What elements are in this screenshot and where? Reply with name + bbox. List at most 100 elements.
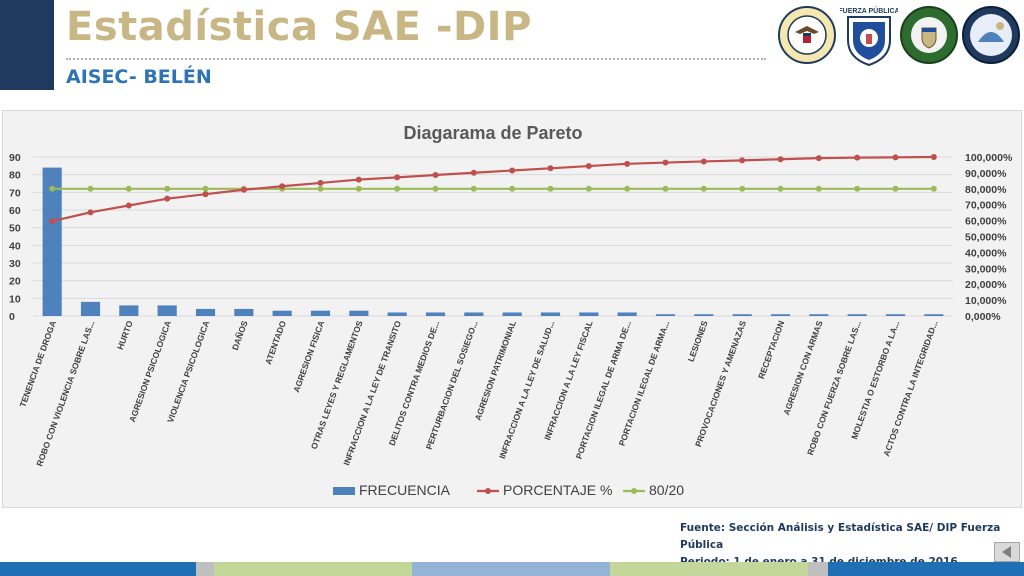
y-left-tick-label: 0 [9, 311, 15, 323]
point-80-20 [777, 185, 784, 192]
point-80-20 [700, 185, 707, 192]
y-right-tick-label: 30,000% [965, 263, 1007, 275]
previous-slide-button[interactable] [994, 542, 1020, 562]
y-right-tick-label: 80,000% [965, 184, 1007, 196]
page-subtitle: AISEC- BELÉN [66, 66, 212, 88]
point-80-20 [509, 185, 516, 192]
legend-label-frecuencia: FRECUENCIA [359, 482, 451, 498]
point-porcentaje [509, 167, 516, 174]
bar-frecuencia [617, 312, 637, 316]
y-right-tick-label: 70,000% [965, 200, 1007, 212]
logo-strip: FUERZA PÚBLICA [778, 4, 1022, 66]
point-porcentaje [700, 158, 707, 165]
bar-frecuencia [847, 314, 867, 316]
point-porcentaje [854, 154, 861, 161]
y-right-tick-label: 50,000% [965, 232, 1007, 244]
bar-frecuencia [234, 308, 254, 316]
bar-frecuencia [464, 312, 484, 316]
point-80-20 [87, 185, 94, 192]
y-left-tick-label: 90 [9, 152, 21, 164]
point-porcentaje [815, 155, 822, 162]
us-embassy-seal-logo [778, 6, 836, 64]
bar-frecuencia [157, 305, 177, 316]
bar-frecuencia [80, 301, 101, 316]
bar-frecuencia [425, 312, 446, 316]
x-category-label: AGRESION PSICOLOGICA [127, 319, 173, 423]
point-porcentaje [624, 160, 631, 167]
x-category-label: TENENCIA DE DROGA [17, 319, 58, 408]
point-porcentaje [739, 157, 746, 164]
point-porcentaje [87, 209, 94, 216]
legend-label-porcentaje: PORCENTAJE % [503, 482, 612, 498]
point-porcentaje [930, 154, 937, 160]
legend-swatch-frecuencia [333, 487, 355, 495]
blue-emblem-logo [962, 6, 1020, 64]
point-porcentaje [240, 186, 247, 193]
y-left-tick-label: 40 [9, 240, 21, 252]
x-category-label: VIOLENCIA PSICOLOGICA [165, 319, 211, 424]
point-porcentaje [279, 183, 286, 190]
point-porcentaje [394, 174, 401, 181]
y-left-tick-label: 10 [9, 293, 21, 305]
green-crest-logo [900, 6, 958, 64]
y-right-tick-label: 20,000% [965, 279, 1007, 291]
bar-frecuencia [195, 308, 216, 316]
x-category-label: DAÑOS [230, 319, 250, 352]
point-80-20 [854, 185, 861, 192]
bar-frecuencia [655, 314, 676, 316]
fuerza-publica-shield-logo: FUERZA PÚBLICA [840, 6, 898, 66]
point-80-20 [355, 185, 362, 192]
point-80-20 [624, 185, 631, 192]
bar-frecuencia [770, 314, 791, 316]
point-porcentaje [317, 179, 324, 186]
x-category-label: LESIONES [686, 319, 710, 363]
back-arrow-icon [1002, 546, 1011, 558]
point-80-20 [394, 185, 401, 192]
point-porcentaje [202, 191, 209, 198]
bar-frecuencia [42, 167, 62, 316]
source-line: Fuente: Sección Análisis y Estadística S… [680, 522, 1001, 551]
header-divider [66, 58, 766, 60]
point-porcentaje [355, 176, 362, 183]
x-category-label: AGRESION PATRIMONIAL [473, 319, 518, 422]
point-porcentaje [49, 218, 56, 225]
point-80-20 [432, 185, 439, 192]
point-porcentaje [892, 154, 899, 161]
x-category-label: AGRESION FISICA [291, 319, 326, 393]
legend-marker-80-20 [631, 488, 637, 494]
point-80-20 [815, 185, 822, 192]
header-accent-bar [0, 0, 54, 90]
point-porcentaje [432, 171, 439, 178]
point-porcentaje [777, 156, 784, 163]
footer-color-strip [0, 562, 1024, 576]
point-80-20 [125, 185, 132, 192]
legend-label-80-20: 80/20 [649, 482, 684, 498]
x-category-label: AGRESION CON ARMAS [781, 319, 825, 417]
y-right-tick-label: 60,000% [965, 216, 1007, 228]
point-80-20 [547, 185, 554, 192]
y-right-tick-label: 100,000% [965, 152, 1013, 164]
y-left-tick-label: 70 [9, 187, 21, 199]
bar-frecuencia [540, 312, 561, 316]
y-right-tick-label: 40,000% [965, 247, 1007, 259]
y-left-tick-label: 20 [9, 276, 21, 288]
bar-frecuencia [924, 314, 944, 316]
point-80-20 [739, 185, 746, 192]
point-80-20 [662, 185, 669, 192]
bar-frecuencia [732, 314, 752, 316]
y-right-tick-label: 90,000% [965, 168, 1007, 180]
point-porcentaje [470, 169, 477, 176]
chart-title: Diagarama de Pareto [403, 123, 582, 143]
bar-frecuencia [809, 314, 829, 316]
bar-frecuencia [119, 305, 139, 316]
point-80-20 [470, 185, 477, 192]
x-category-label: RECEPTACION [756, 319, 786, 380]
bar-frecuencia [579, 312, 599, 316]
bar-frecuencia [310, 310, 331, 316]
bar-frecuencia [272, 310, 292, 316]
bar-frecuencia [502, 312, 522, 316]
line-porcentaje [51, 155, 934, 223]
x-category-label: ATENTADO [263, 319, 288, 366]
page-title: Estadística SAE -DIP [66, 4, 532, 50]
y-left-tick-label: 50 [9, 223, 21, 235]
